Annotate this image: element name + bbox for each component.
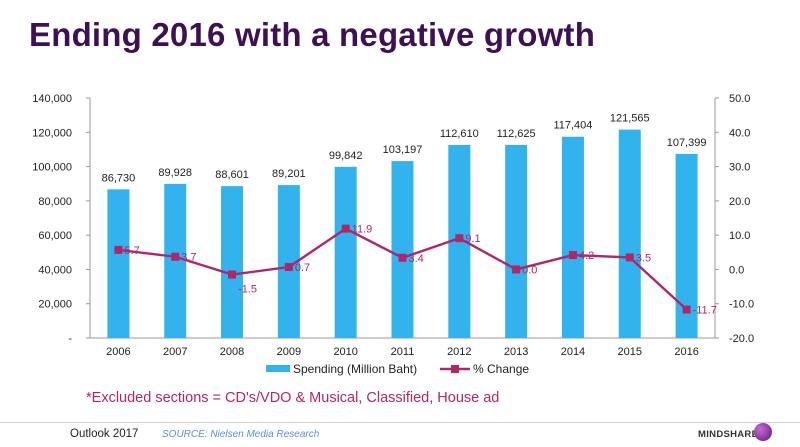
bar-value-label: 89,928 bbox=[158, 167, 192, 179]
x-tick-label: 2009 bbox=[277, 346, 301, 358]
pct-marker-2013 bbox=[512, 265, 521, 274]
bar-2016 bbox=[675, 153, 698, 338]
pct-marker-2014 bbox=[568, 251, 577, 260]
footer-outlook: Outlook 2017 bbox=[70, 428, 139, 440]
x-tick-label: 2015 bbox=[618, 346, 642, 358]
left-tick-label: 20,000 bbox=[38, 299, 72, 311]
bar-value-label: 89,201 bbox=[272, 168, 306, 180]
right-tick-label: -20.0 bbox=[729, 333, 754, 345]
bar-value-label: 121,565 bbox=[610, 113, 650, 125]
right-tick-label: 30.0 bbox=[729, 162, 750, 174]
right-tick-label: 20.0 bbox=[729, 196, 750, 208]
pct-marker-2011 bbox=[398, 253, 407, 262]
bar-value-label: 88,601 bbox=[215, 169, 249, 181]
pct-value-label: 11.9 bbox=[352, 224, 373, 236]
left-tick-label: 80,000 bbox=[38, 196, 72, 208]
pct-marker-2007 bbox=[171, 252, 180, 261]
bar-value-label: 112,625 bbox=[497, 128, 536, 140]
left-tick-label: 140,000 bbox=[32, 93, 72, 105]
pct-marker-2006 bbox=[114, 245, 123, 254]
x-axis-ticks: 2006 2007 2008 2009 2010 2011 2012 2013 2014 2015… bbox=[106, 346, 699, 358]
x-tick-label: 2008 bbox=[220, 346, 244, 358]
legend-change-marker bbox=[451, 365, 459, 373]
bar-value-label: 117,404 bbox=[553, 120, 592, 132]
page-title: Ending 2016 with a negative growth bbox=[29, 16, 596, 53]
pct-value-label: 4.2 bbox=[579, 250, 594, 262]
brand-logo-icon bbox=[754, 423, 772, 441]
pct-value-label: 5.7 bbox=[124, 245, 139, 257]
right-tick-label: 10.0 bbox=[729, 230, 750, 242]
legend-spending-swatch bbox=[266, 365, 290, 372]
line-data-labels: 5.7 3.7 -1.5 0.7 11.9 3.4 9.1 0.0 4.2 3.5 -11.7 bbox=[124, 224, 716, 317]
x-tick-label: 2013 bbox=[504, 346, 528, 358]
pct-value-label: 3.5 bbox=[636, 252, 651, 264]
bar-2009 bbox=[277, 185, 300, 338]
footer-divider bbox=[0, 422, 800, 423]
left-tick-label: 40,000 bbox=[38, 264, 72, 276]
right-axis-ticks: -20.0 -10.0 0.0 10.0 20.0 30.0 40.0 50.0 bbox=[715, 93, 754, 345]
x-tick-label: 2011 bbox=[391, 346, 415, 358]
bar-2011 bbox=[391, 161, 414, 338]
bar-value-label: 103,197 bbox=[383, 144, 423, 156]
pct-value-label: -11.7 bbox=[693, 305, 717, 317]
brand-name: MINDSHARE bbox=[698, 429, 759, 440]
bar-2010 bbox=[334, 166, 357, 338]
right-tick-label: 0.0 bbox=[729, 264, 744, 276]
chart-legend: Spending (Million Baht) % Change bbox=[266, 362, 529, 376]
footer-source: SOURCE: Nielsen Media Research bbox=[162, 429, 320, 440]
pct-value-label: 3.4 bbox=[409, 253, 424, 265]
bar-value-label: 99,842 bbox=[329, 150, 363, 162]
pct-marker-2012 bbox=[455, 234, 464, 243]
bar-value-label: 107,399 bbox=[667, 137, 707, 149]
pct-marker-2009 bbox=[284, 263, 293, 272]
pct-value-label: 9.1 bbox=[465, 233, 480, 245]
left-tick-label: 120,000 bbox=[32, 127, 72, 139]
x-tick-label: 2016 bbox=[674, 346, 698, 358]
bar-value-label: 86,730 bbox=[102, 172, 136, 184]
legend-change-label: % Change bbox=[473, 362, 529, 376]
pct-marker-2008 bbox=[228, 270, 237, 279]
bar-2007 bbox=[164, 183, 187, 338]
bar-2014 bbox=[561, 136, 584, 338]
x-tick-label: 2007 bbox=[163, 346, 187, 358]
left-tick-label: 100,000 bbox=[32, 162, 72, 174]
bar-2006 bbox=[107, 189, 130, 338]
bar-2008 bbox=[221, 186, 244, 338]
pct-marker-2016 bbox=[682, 305, 691, 314]
pct-marker-2010 bbox=[341, 224, 350, 233]
left-tick-label: - bbox=[68, 333, 72, 345]
x-tick-label: 2012 bbox=[447, 346, 471, 358]
pct-value-label: 0.0 bbox=[522, 264, 537, 276]
left-tick-label: 60,000 bbox=[38, 230, 72, 242]
x-tick-label: 2010 bbox=[333, 346, 357, 358]
x-tick-label: 2014 bbox=[561, 346, 585, 358]
right-tick-label: 40.0 bbox=[729, 127, 750, 139]
exclusion-note: *Excluded sections = CD's/VDO & Musical,… bbox=[86, 390, 500, 406]
left-axis-ticks: - 20,000 40,000 60,000 80,000 100,000 120,000 1… bbox=[32, 93, 90, 345]
bar-series bbox=[107, 129, 698, 338]
bar-2013 bbox=[505, 144, 528, 338]
right-tick-label: -10.0 bbox=[729, 299, 754, 311]
x-tick-label: 2006 bbox=[106, 346, 130, 358]
pct-value-label: 3.7 bbox=[181, 252, 196, 264]
pct-marker-2015 bbox=[625, 253, 634, 262]
bar-data-labels: 86,730 89,928 88,601 89,201 99,842 103,197 112… bbox=[102, 113, 707, 185]
pct-value-label: 0.7 bbox=[295, 262, 310, 274]
bar-value-label: 112,610 bbox=[440, 128, 479, 140]
line-series bbox=[114, 224, 691, 314]
legend-spending-label: Spending (Million Baht) bbox=[293, 362, 417, 376]
bar-2015 bbox=[618, 129, 641, 338]
pct-value-label: -1.5 bbox=[238, 284, 257, 296]
right-tick-label: 50.0 bbox=[729, 93, 750, 105]
